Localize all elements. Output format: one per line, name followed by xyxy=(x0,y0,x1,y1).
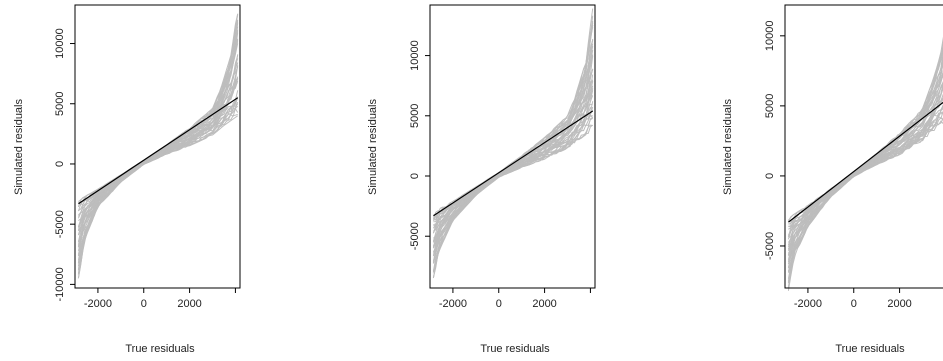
panel-2-simulated-curve xyxy=(432,69,594,247)
panel-3-simulated-curve xyxy=(787,97,943,268)
panel-2-y-tick-label: -5000 xyxy=(409,222,421,250)
panel-3-reference-line xyxy=(788,101,943,223)
panel-3-simulated-curve xyxy=(787,80,943,255)
panel-1-y-tick-label: -5000 xyxy=(54,210,66,238)
panel-3-x-tick-label: 2000 xyxy=(887,298,911,310)
panel-1-simulated-curve xyxy=(77,43,239,232)
panel-1-simulated-curve xyxy=(78,14,239,202)
panel-1-y-tick-label: 5000 xyxy=(54,92,66,116)
panel-2-simulated-curve xyxy=(433,24,594,216)
panel-3-simulated-curve xyxy=(787,117,943,288)
panel-2-x-axis-label: True residuals xyxy=(480,343,550,355)
panel-3-frame xyxy=(784,4,943,289)
panel-3-y-tick-label: 0 xyxy=(764,173,776,179)
panel-2-reference-line xyxy=(433,110,594,217)
panel-2-x-tick-label: 0 xyxy=(496,298,502,310)
panel-3-y-tick-label: 10000 xyxy=(764,21,776,52)
panel-1-x-axis-label: True residuals xyxy=(125,343,195,355)
panel-2-y-axis-label: Simulated residuals xyxy=(367,99,379,195)
panel-2-simulated-curve xyxy=(433,15,594,221)
panel-2-y-tick-label: 10000 xyxy=(409,40,421,71)
panel-1-simulated-curve xyxy=(77,101,239,267)
panel-1-x-tick-label: 2000 xyxy=(177,298,201,310)
panel-3: -2000 0 2000 -5000 0 5000 10000 True residuals… xyxy=(722,4,943,355)
panel-1-y-tick-label: -10000 xyxy=(54,267,66,301)
panel-1-y-tick-label: 10000 xyxy=(54,28,66,59)
panel-1-y-tick-label: 0 xyxy=(54,161,66,167)
panel-1-simulated-curve xyxy=(77,76,239,242)
panel-2-plot-area: -2000 0 2000 -5000 0 5000 10000 xyxy=(409,4,596,310)
panel-3-x-tick-label: -2000 xyxy=(794,298,822,310)
panel-3-plot-area: -2000 0 2000 -5000 0 5000 10000 xyxy=(764,4,943,310)
panel-2-x-tick-label: 2000 xyxy=(532,298,556,310)
panel-1-frame xyxy=(74,4,241,289)
panel-3-simulated-curve xyxy=(787,111,943,279)
panel-3-y-axis-label: Simulated residuals xyxy=(722,99,734,195)
panel-1-x-tick-label: 0 xyxy=(141,298,147,310)
panel-2-x-tick-label: -2000 xyxy=(439,298,467,310)
panel-1-reference-line xyxy=(78,97,239,205)
panel-3-y-tick-label: -5000 xyxy=(764,232,776,260)
panel-3-x-axis-label: True residuals xyxy=(835,343,905,355)
panel-2-simulated-curve xyxy=(432,69,594,248)
panel-3-simulated-curve xyxy=(787,97,943,265)
panel-1-simulated-curve xyxy=(77,55,239,232)
panel-2-y-tick-label: 0 xyxy=(409,173,421,179)
panel-1-simulated-curve xyxy=(77,78,239,247)
panel-1-x-tick-label: -2000 xyxy=(84,298,112,310)
panel-2-y-tick-label: 5000 xyxy=(409,104,421,128)
panel-1-y-axis-label: Simulated residuals xyxy=(13,99,25,195)
panel-1: -2000 0 2000 -10000 -5000 0 5000 10000 True res… xyxy=(13,4,241,355)
panel-2-frame xyxy=(429,4,596,289)
panel-3-x-tick-label: 0 xyxy=(851,298,857,310)
panel-1-simulated-curve xyxy=(77,63,239,236)
panel-1-plot-area: -2000 0 2000 -10000 -5000 0 5000 10000 xyxy=(54,4,241,310)
panel-1-simulated-curve xyxy=(77,77,239,248)
panel-3-simulated-curve xyxy=(787,84,943,254)
panel-1-simulated-curve xyxy=(77,54,239,236)
panel-3-simulated-curve xyxy=(788,46,943,225)
panel-3-y-tick-label: 5000 xyxy=(764,94,776,118)
panel-3-simulated-curve xyxy=(787,81,943,256)
panel-1-simulated-curve xyxy=(77,97,239,264)
panel-2: -2000 0 2000 -5000 0 5000 10000 True residuals… xyxy=(367,4,596,355)
